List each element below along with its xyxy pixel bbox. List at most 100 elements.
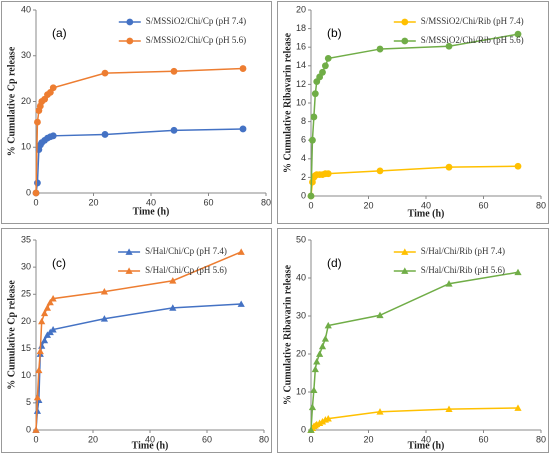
y-tick-label: 2 bbox=[301, 172, 306, 182]
x-axis-label: Time (h) bbox=[132, 440, 169, 451]
marker bbox=[514, 404, 522, 411]
marker bbox=[36, 347, 44, 355]
legend-marker bbox=[401, 18, 409, 26]
marker bbox=[318, 418, 327, 425]
x-axis-label: Time (h) bbox=[133, 206, 170, 217]
series-line bbox=[310, 271, 519, 431]
marker bbox=[40, 336, 49, 344]
panel: 0 5 10 15 20 25 30 35 0 20 40 60 80 Time (h) % Cumulat… bbox=[6, 234, 269, 451]
x-tick-label: 20 bbox=[363, 200, 373, 210]
marker bbox=[40, 309, 49, 317]
x-tick-label: 0 bbox=[308, 434, 313, 444]
legend-marker bbox=[125, 248, 133, 255]
series-line bbox=[35, 128, 244, 194]
y-tick-label: 0 bbox=[301, 424, 306, 434]
x-tick-label: 60 bbox=[203, 197, 213, 207]
legend-marker bbox=[126, 37, 134, 45]
panel-label: (c) bbox=[52, 256, 66, 270]
y-axis-label: % Cumulative Ribavarin release bbox=[282, 264, 293, 405]
marker bbox=[321, 62, 329, 70]
marker bbox=[49, 295, 57, 302]
marker bbox=[32, 426, 40, 433]
marker bbox=[170, 126, 178, 134]
series-line bbox=[310, 165, 519, 197]
x-tick-label: 20 bbox=[88, 197, 98, 207]
panel: 0 10 20 30 40 50 0 20 40 60 80 Time (h) % Cumulative… bbox=[282, 234, 546, 451]
x-tick-label: 40 bbox=[145, 434, 155, 444]
legend-label: S/MSSiO2/Chi/Rib (pH 7.4) bbox=[421, 16, 524, 26]
legend-marker bbox=[401, 37, 409, 45]
marker bbox=[316, 350, 324, 357]
panel: 0 2 4 6 8 10 12 14 16 18 20 0 20 40 60 80 Time (h) % Cumu… bbox=[282, 4, 546, 219]
legend-label: S/MSSiO2/Chi/Rib (pH 5.6) bbox=[421, 35, 524, 45]
marker bbox=[310, 113, 318, 121]
x-axis-label: Time (h) bbox=[408, 208, 445, 219]
marker bbox=[319, 68, 326, 76]
marker bbox=[308, 403, 317, 411]
marker bbox=[324, 170, 332, 178]
marker bbox=[445, 163, 453, 171]
x-tick-label: 0 bbox=[33, 434, 38, 444]
marker bbox=[324, 54, 332, 62]
y-tick-label: 10 bbox=[21, 142, 31, 152]
y-tick-label: 4 bbox=[301, 153, 306, 163]
marker bbox=[32, 189, 40, 197]
marker bbox=[35, 366, 43, 374]
marker bbox=[445, 280, 453, 287]
legend-label: S/Hal/Chi/Cp (pH 5.6) bbox=[145, 265, 227, 275]
x-tick-label: 20 bbox=[88, 434, 98, 444]
marker bbox=[311, 90, 319, 98]
y-tick-label: 12 bbox=[296, 79, 306, 89]
panel-label: (d) bbox=[327, 256, 342, 270]
x-tick-label: 80 bbox=[536, 200, 546, 210]
legend-label: S/Hal/Chi/Rib (pH 5.6) bbox=[421, 265, 505, 275]
marker bbox=[445, 42, 453, 50]
marker bbox=[33, 393, 42, 401]
y-tick-label: 40 bbox=[296, 272, 306, 282]
x-tick-label: 60 bbox=[478, 434, 488, 444]
y-tick-label: 8 bbox=[301, 116, 306, 126]
marker bbox=[49, 84, 57, 92]
marker bbox=[170, 67, 178, 75]
y-tick-label: 0 bbox=[26, 424, 31, 434]
marker bbox=[324, 415, 332, 422]
marker bbox=[239, 65, 247, 72]
panel-border bbox=[277, 1, 549, 224]
marker bbox=[376, 45, 384, 53]
panel: 0 10 20 30 40 0 20 40 60 80 Time (h) % Cumulative C… bbox=[6, 4, 271, 217]
y-axis-label: % Cumulative Cp release bbox=[6, 46, 17, 156]
y-tick-label: 5 bbox=[26, 397, 31, 407]
y-tick-label: 0 bbox=[301, 190, 306, 200]
y-tick-label: 0 bbox=[26, 187, 31, 197]
legend-marker bbox=[401, 248, 409, 255]
legend-marker bbox=[401, 267, 409, 274]
marker bbox=[49, 325, 57, 333]
y-tick-label: 10 bbox=[21, 370, 31, 380]
y-tick-label: 30 bbox=[21, 262, 31, 272]
marker bbox=[169, 304, 177, 311]
marker bbox=[324, 321, 332, 329]
panel-label: (a) bbox=[52, 26, 67, 40]
marker bbox=[376, 167, 384, 175]
y-tick-label: 16 bbox=[296, 42, 306, 52]
x-tick-label: 60 bbox=[202, 434, 212, 444]
y-tick-label: 25 bbox=[21, 289, 31, 299]
series-line bbox=[35, 251, 242, 431]
y-tick-label: 30 bbox=[21, 50, 31, 60]
marker bbox=[514, 30, 522, 38]
y-tick-label: 6 bbox=[301, 135, 306, 145]
marker bbox=[311, 365, 319, 373]
marker bbox=[100, 315, 108, 322]
series-line bbox=[35, 67, 244, 194]
x-tick-label: 40 bbox=[421, 434, 431, 444]
panel-border bbox=[277, 228, 549, 453]
marker bbox=[237, 300, 245, 307]
marker bbox=[307, 192, 315, 200]
marker bbox=[309, 136, 316, 144]
marker bbox=[307, 426, 315, 433]
marker bbox=[514, 162, 522, 170]
series-line bbox=[35, 303, 242, 431]
marker bbox=[43, 304, 51, 311]
panel-border bbox=[1, 228, 272, 453]
